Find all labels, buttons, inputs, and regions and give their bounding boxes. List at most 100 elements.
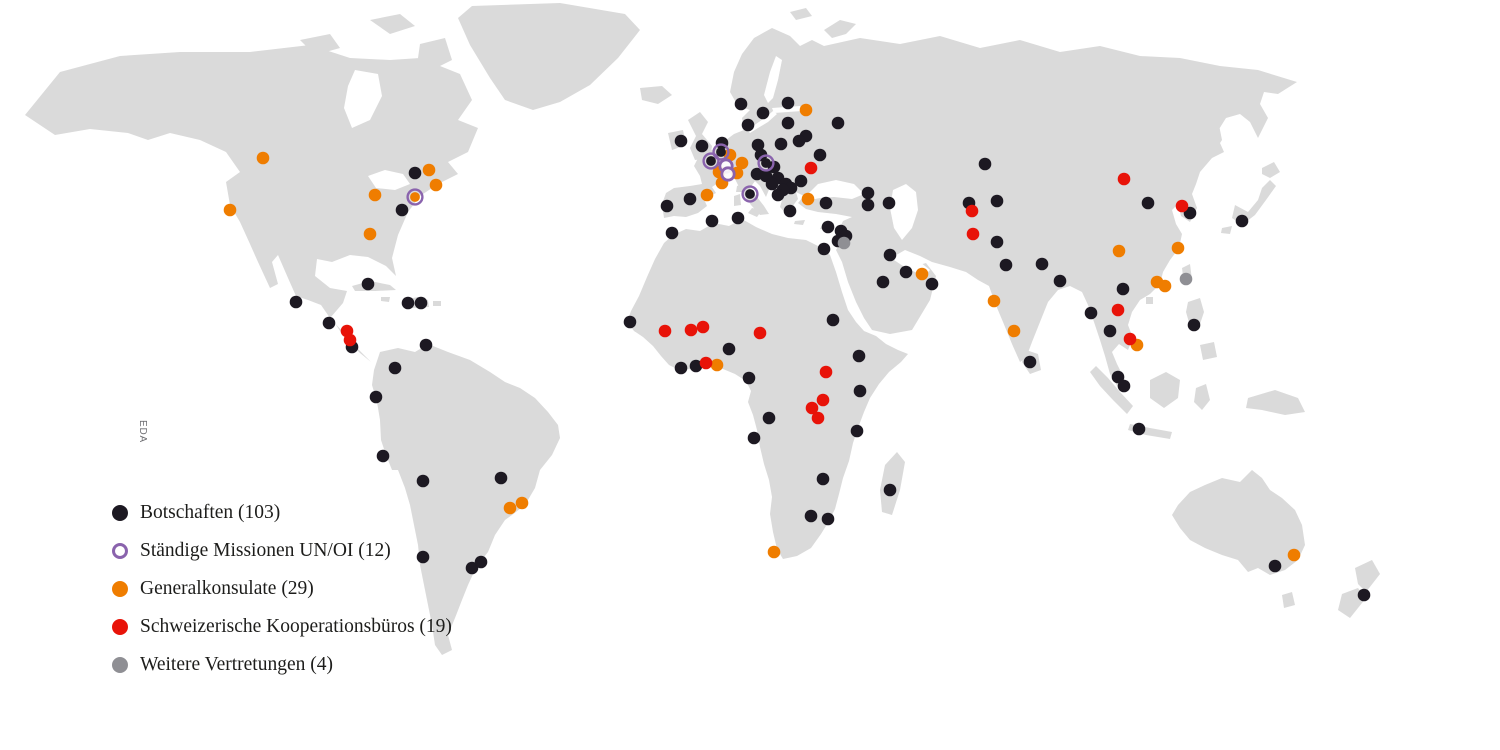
map-marker-consulate[interactable] [1171, 241, 1185, 255]
map-marker-mission-over-embassy[interactable] [702, 152, 720, 170]
map-marker-embassy[interactable] [978, 157, 992, 171]
map-marker-embassy[interactable] [401, 296, 415, 310]
map-marker-cooperation[interactable] [343, 333, 357, 347]
map-marker-embassy[interactable] [1132, 422, 1146, 436]
map-marker-embassy[interactable] [762, 411, 776, 425]
map-marker-cooperation[interactable] [1123, 332, 1137, 346]
map-marker-embassy[interactable] [361, 277, 375, 291]
map-marker-embassy[interactable] [416, 550, 430, 564]
map-marker-embassy[interactable] [289, 295, 303, 309]
map-marker-cooperation[interactable] [819, 365, 833, 379]
map-marker-embassy[interactable] [861, 198, 875, 212]
map-marker-embassy[interactable] [322, 316, 336, 330]
map-marker-embassy[interactable] [416, 474, 430, 488]
map-marker-consulate[interactable] [801, 192, 815, 206]
map-marker-consulate[interactable] [363, 227, 377, 241]
map-marker-embassy[interactable] [1117, 379, 1131, 393]
map-marker-embassy[interactable] [813, 148, 827, 162]
map-marker-embassy[interactable] [414, 296, 428, 310]
map-marker-embassy[interactable] [1035, 257, 1049, 271]
map-marker-mission-over-embassy[interactable] [741, 185, 759, 203]
map-marker-embassy[interactable] [771, 188, 785, 202]
map-marker-embassy[interactable] [792, 134, 806, 148]
map-marker-embassy[interactable] [990, 194, 1004, 208]
map-marker-consulate[interactable] [767, 545, 781, 559]
map-marker-embassy[interactable] [756, 106, 770, 120]
map-marker-embassy[interactable] [804, 509, 818, 523]
map-marker-embassy[interactable] [999, 258, 1013, 272]
map-marker-embassy[interactable] [376, 449, 390, 463]
map-marker-mission-over-embassy[interactable] [745, 189, 755, 199]
map-marker-embassy[interactable] [623, 315, 637, 329]
map-marker-embassy[interactable] [767, 160, 781, 174]
map-marker-embassy[interactable] [794, 174, 808, 188]
map-marker-embassy[interactable] [826, 313, 840, 327]
map-marker-consulate[interactable] [710, 358, 724, 372]
map-marker-embassy[interactable] [850, 424, 864, 438]
map-marker-embassy[interactable] [660, 199, 674, 213]
map-marker-embassy[interactable] [883, 248, 897, 262]
map-marker-cooperation[interactable] [1111, 303, 1125, 317]
map-marker-embassy[interactable] [731, 211, 745, 225]
map-marker-consulate[interactable] [1007, 324, 1021, 338]
map-marker-mission-over-embassy[interactable] [712, 143, 730, 161]
map-marker-cooperation[interactable] [965, 204, 979, 218]
map-marker-embassy[interactable] [883, 483, 897, 497]
map-marker-cooperation[interactable] [811, 411, 825, 425]
map-marker-embassy[interactable] [705, 214, 719, 228]
map-marker-embassy[interactable] [494, 471, 508, 485]
map-marker-embassy[interactable] [1235, 214, 1249, 228]
map-marker-embassy[interactable] [816, 472, 830, 486]
map-marker-embassy[interactable] [751, 138, 765, 152]
map-marker-embassy[interactable] [1141, 196, 1155, 210]
map-marker-embassy[interactable] [774, 137, 788, 151]
map-marker-cooperation[interactable] [966, 227, 980, 241]
map-marker-consulate[interactable] [515, 496, 529, 510]
map-marker-embassy[interactable] [741, 118, 755, 132]
map-marker-cooperation[interactable] [1175, 199, 1189, 213]
map-marker-cooperation[interactable] [1117, 172, 1131, 186]
map-marker-embassy[interactable] [990, 235, 1004, 249]
map-marker-consulate[interactable] [735, 156, 749, 170]
map-marker-embassy[interactable] [925, 277, 939, 291]
map-marker-embassy[interactable] [819, 196, 833, 210]
map-marker-embassy[interactable] [821, 220, 835, 234]
map-marker-embassy[interactable] [674, 361, 688, 375]
map-marker-embassy[interactable] [1357, 588, 1371, 602]
map-marker-consulate[interactable] [915, 267, 929, 281]
map-marker-mission-over-embassy[interactable] [761, 158, 771, 168]
map-marker-consulate[interactable] [368, 188, 382, 202]
map-marker-embassy[interactable] [831, 116, 845, 130]
map-marker-consulate[interactable] [987, 294, 1001, 308]
map-marker-embassy[interactable] [1084, 306, 1098, 320]
map-marker-embassy[interactable] [689, 359, 703, 373]
map-marker-consulate[interactable] [1158, 279, 1172, 293]
map-marker-consulate[interactable] [1287, 548, 1301, 562]
map-marker-cooperation[interactable] [805, 401, 819, 415]
map-marker-consulate[interactable] [223, 203, 237, 217]
map-marker-embassy[interactable] [781, 96, 795, 110]
map-marker-embassy[interactable] [747, 431, 761, 445]
map-marker-embassy[interactable] [419, 338, 433, 352]
map-marker-cooperation[interactable] [804, 161, 818, 175]
map-marker-embassy[interactable] [1053, 274, 1067, 288]
map-marker-mission-ring[interactable] [720, 166, 736, 182]
map-marker-embassy[interactable] [465, 561, 479, 575]
map-marker-embassy[interactable] [853, 384, 867, 398]
map-marker-embassy[interactable] [899, 265, 913, 279]
map-marker-embassy[interactable] [369, 390, 383, 404]
map-marker-consulate[interactable] [1112, 244, 1126, 258]
map-marker-embassy[interactable] [665, 226, 679, 240]
map-marker-embassy[interactable] [765, 177, 779, 191]
map-marker-cooperation[interactable] [684, 323, 698, 337]
map-marker-embassy[interactable] [817, 242, 831, 256]
map-marker-mission-over-embassy[interactable] [757, 154, 775, 172]
map-marker-other[interactable] [1179, 272, 1193, 286]
map-marker-embassy[interactable] [861, 186, 875, 200]
map-marker-embassy[interactable] [783, 204, 797, 218]
map-marker-consulate[interactable] [700, 188, 714, 202]
map-marker-cooperation[interactable] [816, 393, 830, 407]
map-marker-embassy[interactable] [852, 349, 866, 363]
map-marker-mission-over-consulate[interactable] [406, 188, 424, 206]
map-marker-embassy[interactable] [695, 139, 709, 153]
